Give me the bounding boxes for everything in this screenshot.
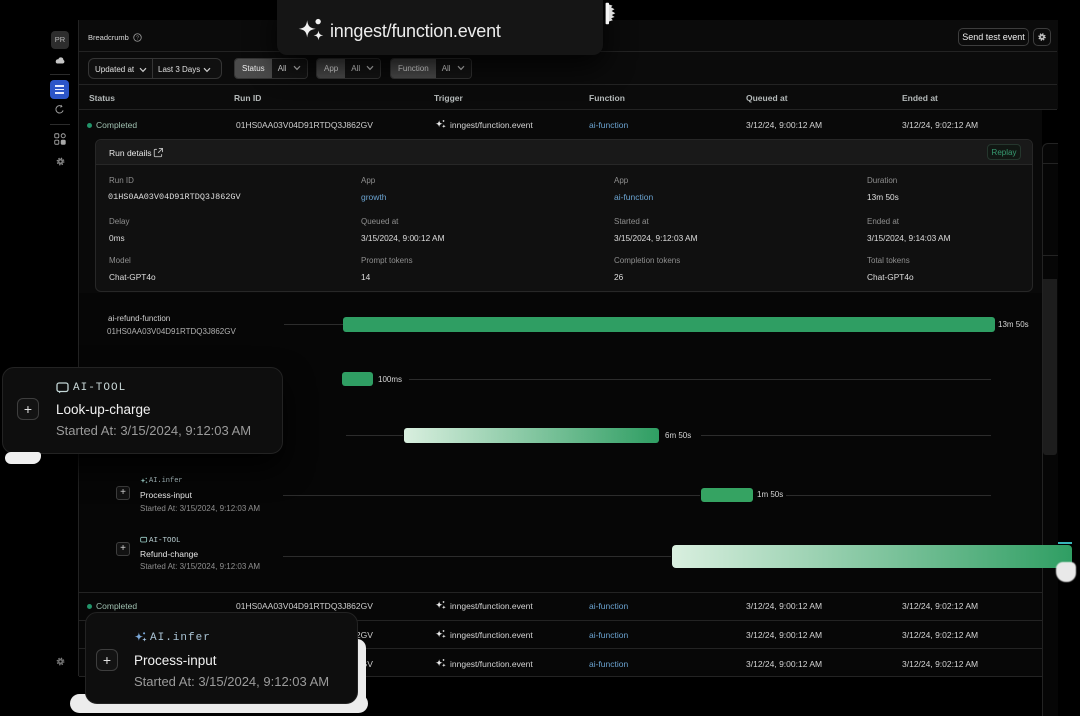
svg-text:?: ? — [136, 35, 139, 41]
